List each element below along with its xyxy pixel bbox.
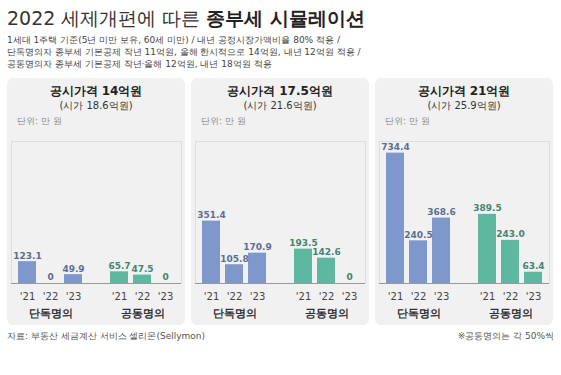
svg-text:389.5: 389.5 [473,203,501,213]
svg-text:'21: '21 [480,291,495,302]
html-text:공시가격 17.5억원: 공시가격 17.5억원 [227,84,333,98]
svg-text:'23: '23 [434,291,449,302]
svg-text:65.7: 65.7 [108,261,130,271]
svg-text:단독명의: 단독명의 [397,307,441,320]
html-text:단위: 만 원: 단위: 만 원 [201,116,246,126]
html-text:공동명의자 종부세 기본공제 작년·올해 12억원, 내년: 공동명의자 종부세 기본공제 작년·올해 12억원, 내년 18억원 적용 [7,59,272,69]
svg-text:'21: '21 [112,291,127,302]
svg-text:734.4: 734.4 [381,142,409,152]
svg-text:공동명의: 공동명의 [305,307,349,320]
svg-text:단독명의: 단독명의 [29,307,73,320]
html-text:단위: 만 원: 단위: 만 원 [17,116,62,126]
html-text:단위: 만 원: 단위: 만 원 [385,116,430,126]
svg-text:'23: '23 [158,291,173,302]
html-text:(시가 21.6억원): (시가 21.6억원) [243,100,317,111]
svg-text:'22: '22 [411,291,426,302]
svg-text:'22: '22 [43,291,58,302]
svg-text:'21: '21 [388,291,403,302]
svg-text:'21: '21 [296,291,311,302]
svg-text:243.0: 243.0 [496,229,524,239]
svg-text:'22: '22 [319,291,334,302]
html-text:단독명의자 종부세 기본공제 작년 11억원, 올해 한시적: 단독명의자 종부세 기본공제 작년 11억원, 올해 한시적으로 14억원, 내… [7,47,361,57]
html-text:(시가 18.6억원): (시가 18.6억원) [59,100,133,111]
html-text:(시가 25.9억원): (시가 25.9억원) [427,100,501,111]
svg-text:'22: '22 [227,291,242,302]
svg-text:'23: '23 [342,291,357,302]
svg-text:'22: '22 [135,291,150,302]
svg-text:368.6: 368.6 [427,207,455,217]
svg-text:공동명의: 공동명의 [489,307,533,320]
html-text:자료: 부동산 세금계산 서비스 셀리몬(Sellymon): 자료: 부동산 세금계산 서비스 셀리몬(Sellymon) [7,331,206,341]
svg-text:'21: '21 [20,291,35,302]
svg-text:123.1: 123.1 [13,251,41,261]
svg-text:'23: '23 [526,291,541,302]
html-text:1세대 1주택 기준(5년 미만 보유, 60세 미만) /: 1세대 1주택 기준(5년 미만 보유, 60세 미만) / 내년 공정시장가액… [7,35,340,45]
svg-text:240.5: 240.5 [404,230,432,240]
svg-text:170.9: 170.9 [243,242,271,252]
svg-text:단독명의: 단독명의 [213,307,257,320]
svg-text:'22: '22 [503,291,518,302]
svg-text:공동명의: 공동명의 [121,307,165,320]
html-text:공시가격 14억원: 공시가격 14억원 [49,84,143,98]
svg-text:0: 0 [47,272,53,282]
svg-text:351.4: 351.4 [197,210,225,220]
svg-text:49.9: 49.9 [62,264,84,274]
svg-text:193.5: 193.5 [289,238,318,248]
svg-text:47.5: 47.5 [131,264,153,274]
svg-text:105.8: 105.8 [220,254,248,264]
html-text:2022 세제개편에 따른종부세 시뮬레이션: 2022 세제개편에 따른종부세 시뮬레이션 [7,7,366,29]
svg-text:0: 0 [346,272,352,282]
html-text:공시가격 21억원: 공시가격 21억원 [417,84,511,98]
svg-text:0: 0 [162,272,168,282]
svg-text:142.6: 142.6 [312,247,340,257]
html-text:※공동명의는 각 50%씩: ※공동명의는 각 50%씩 [457,331,554,341]
svg-text:'21: '21 [204,291,219,302]
svg-text:'23: '23 [66,291,81,302]
svg-text:63.4: 63.4 [522,261,544,271]
svg-text:'23: '23 [250,291,265,302]
